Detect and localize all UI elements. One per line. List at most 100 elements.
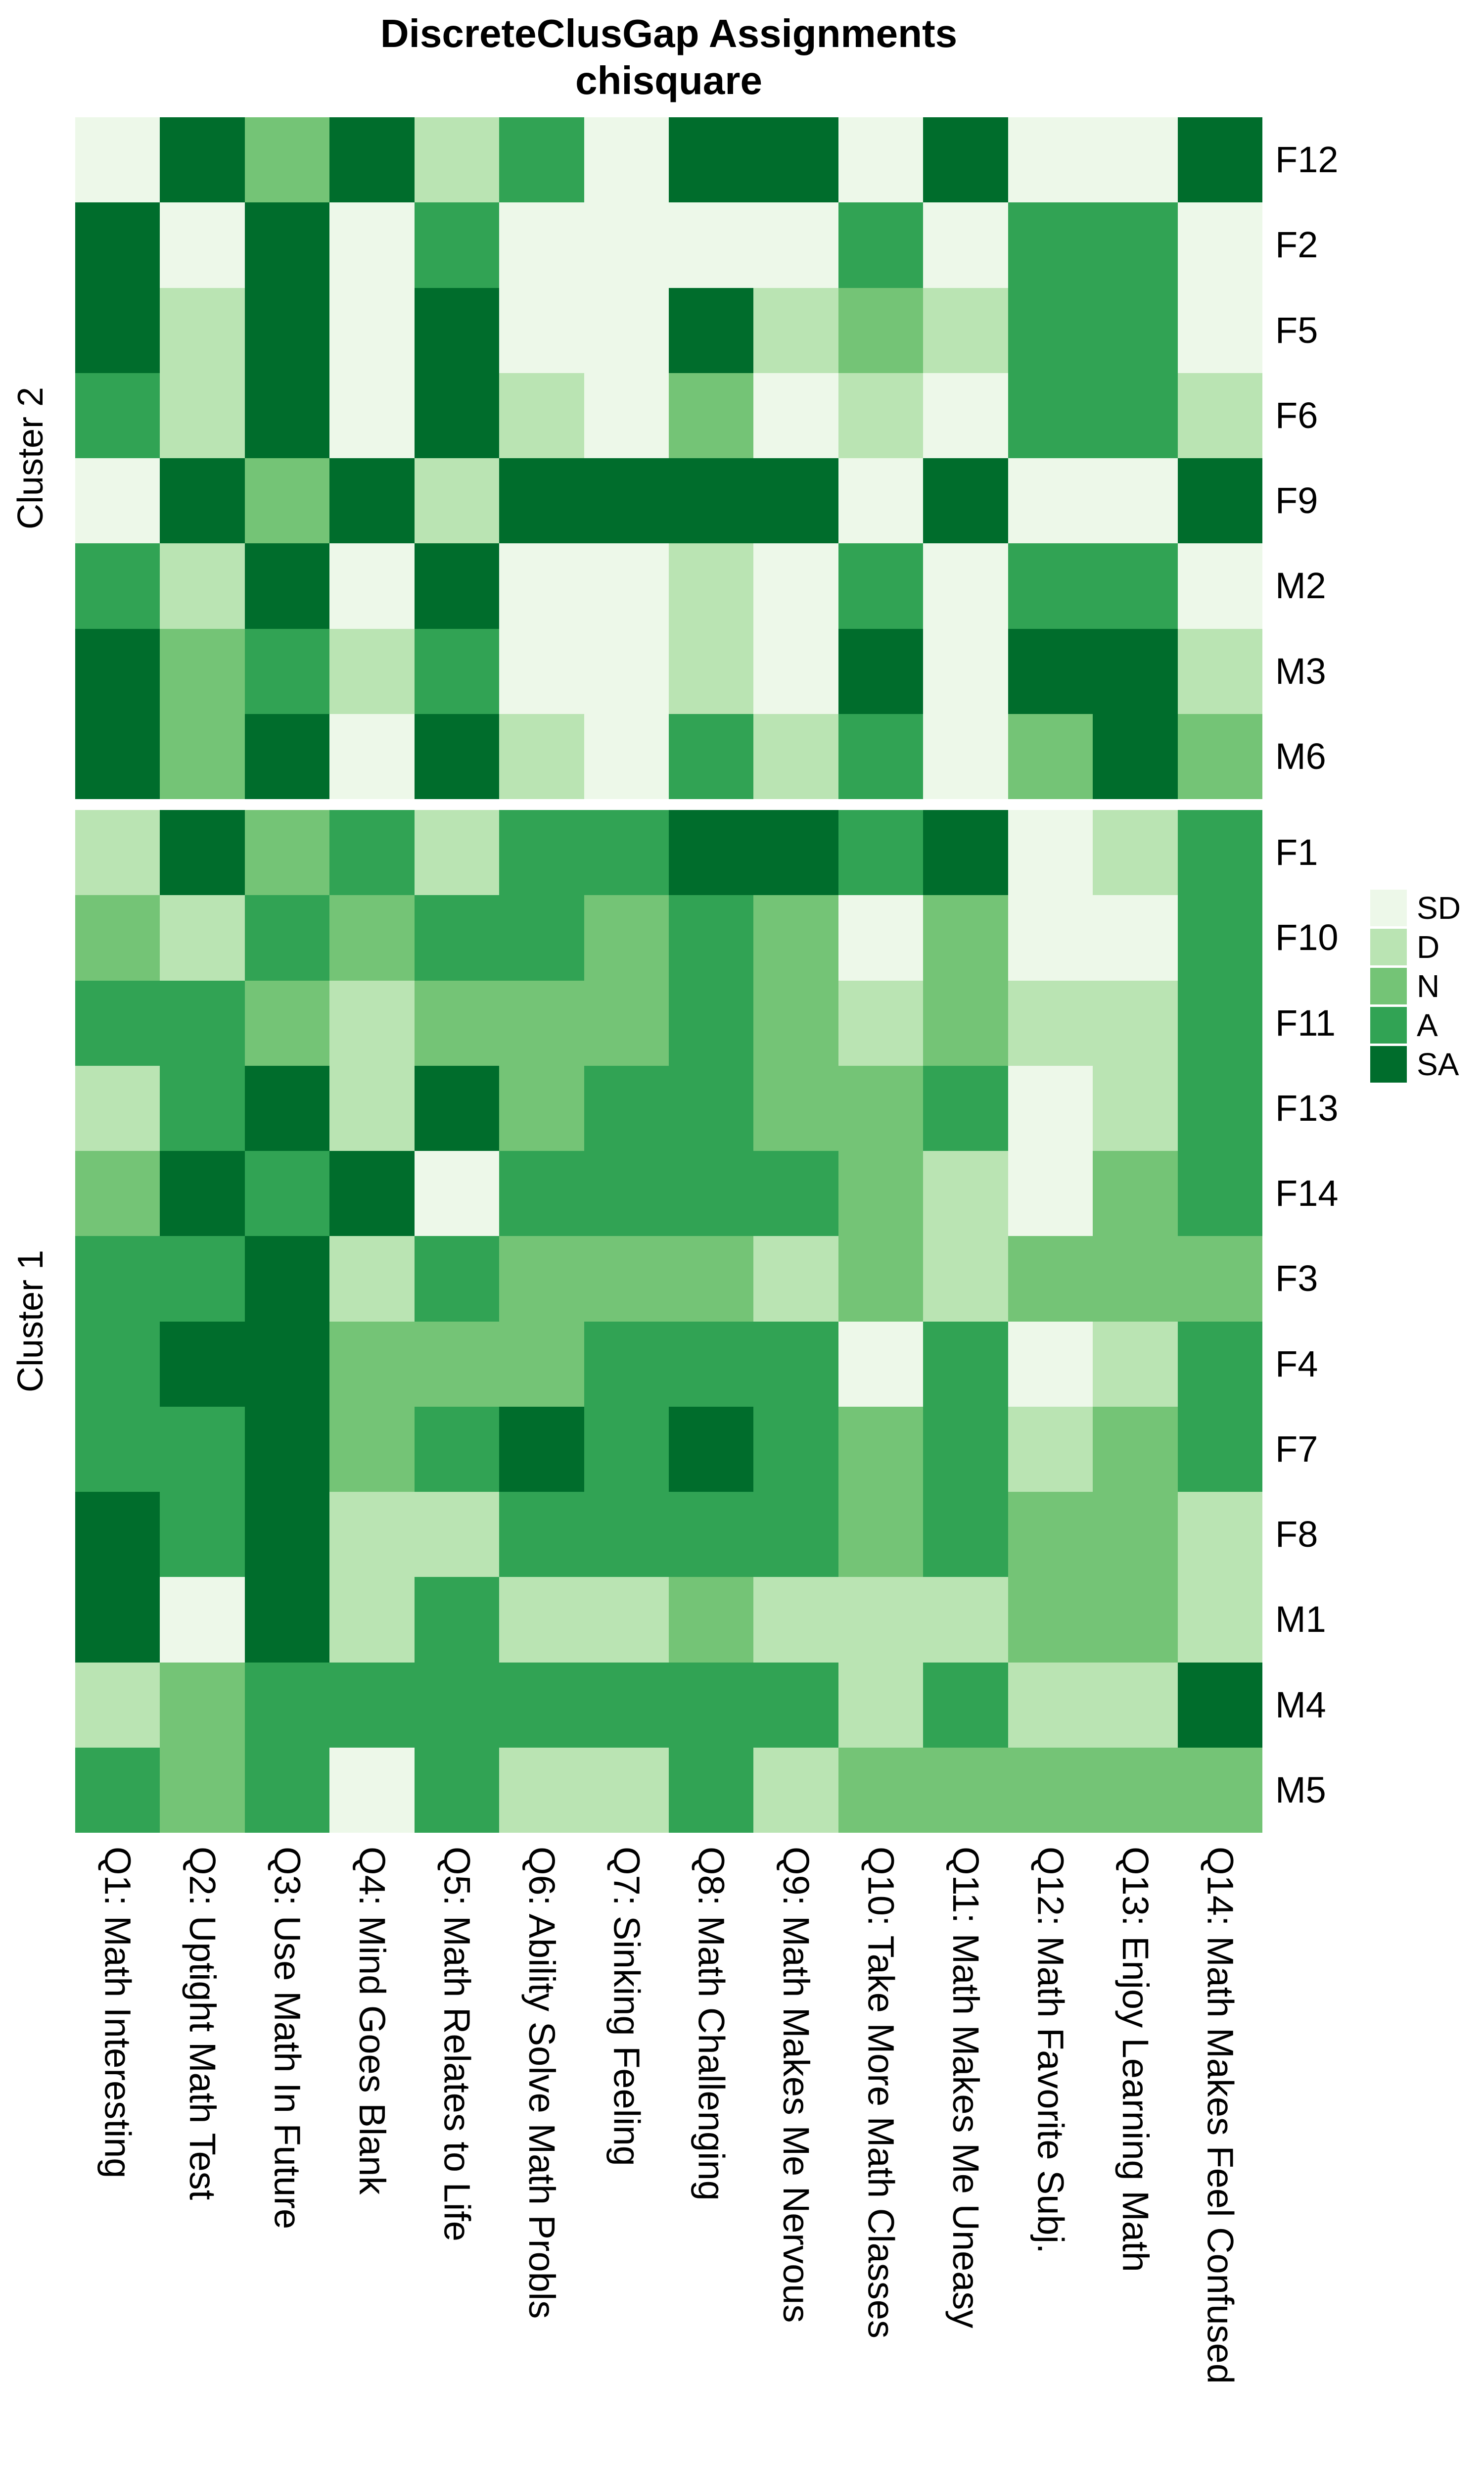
column-label-Q10: Q10: Take More Math Classes <box>860 1847 902 2338</box>
heatmap-cell-M1-Q13 <box>1093 1577 1178 1663</box>
heatmap-cell-M5-Q10 <box>838 1747 924 1833</box>
heatmap-cell-F3-Q2 <box>160 1236 245 1322</box>
heatmap-cell-M4-Q11 <box>923 1662 1008 1748</box>
heatmap-cell-F11-Q1 <box>75 980 160 1066</box>
heatmap-cell-F9-Q14 <box>1177 458 1262 544</box>
heatmap-cell-F6-Q8 <box>669 373 754 458</box>
heatmap-cell-F4-Q7 <box>584 1321 669 1407</box>
heatmap-cell-F1-Q13 <box>1093 810 1178 896</box>
heatmap-cell-M6-Q7 <box>584 714 669 799</box>
heatmap-cell-F8-Q11 <box>923 1492 1008 1577</box>
heatmap-cell-M4-Q1 <box>75 1662 160 1748</box>
heatmap-cell-F9-Q6 <box>499 458 584 544</box>
heatmap-cell-F12-Q4 <box>329 117 415 203</box>
heatmap-cell-F8-Q3 <box>244 1492 330 1577</box>
legend-swatch-D <box>1370 929 1407 965</box>
heatmap-cell-M3-Q11 <box>923 628 1008 714</box>
heatmap-cell-M1-Q8 <box>669 1577 754 1663</box>
heatmap-cell-M6-Q2 <box>160 714 245 799</box>
heatmap-cell-F11-Q13 <box>1093 980 1178 1066</box>
heatmap-cell-F14-Q8 <box>669 1151 754 1237</box>
heatmap-cell-F3-Q13 <box>1093 1236 1178 1322</box>
heatmap-cell-M3-Q7 <box>584 628 669 714</box>
heatmap-cell-F11-Q11 <box>923 980 1008 1066</box>
heatmap-cell-F11-Q9 <box>753 980 838 1066</box>
row-label-F10: F10 <box>1275 917 1339 958</box>
heatmap-cell-F12-Q14 <box>1177 117 1262 203</box>
heatmap-cell-F7-Q12 <box>1008 1406 1093 1492</box>
heatmap-cell-F7-Q10 <box>838 1406 924 1492</box>
column-label-Q3: Q3: Use Math In Future <box>267 1847 308 2230</box>
heatmap-cell-M3-Q9 <box>753 628 838 714</box>
heatmap-cell-F11-Q14 <box>1177 980 1262 1066</box>
heatmap-cell-F9-Q2 <box>160 458 245 544</box>
heatmap-cell-F6-Q1 <box>75 373 160 458</box>
row-label-F3: F3 <box>1275 1258 1318 1299</box>
heatmap-cell-F5-Q13 <box>1093 287 1178 373</box>
heatmap-cell-M1-Q6 <box>499 1577 584 1663</box>
row-label-M3: M3 <box>1275 650 1326 692</box>
heatmap-cell-M2-Q6 <box>499 543 584 629</box>
heatmap-cell-F3-Q12 <box>1008 1236 1093 1322</box>
heatmap-cell-M3-Q5 <box>414 628 500 714</box>
heatmap-cell-F2-Q11 <box>923 202 1008 288</box>
heatmap-cell-F12-Q9 <box>753 117 838 203</box>
heatmap-cell-F5-Q14 <box>1177 287 1262 373</box>
heatmap-cell-F1-Q9 <box>753 810 838 896</box>
heatmap-cell-F13-Q2 <box>160 1065 245 1151</box>
legend-swatch-A <box>1370 1007 1407 1044</box>
column-label-Q7: Q7: Sinking Feeling <box>606 1847 648 2166</box>
heatmap-cell-M1-Q4 <box>329 1577 415 1663</box>
legend-item-N: N <box>1370 968 1439 1004</box>
heatmap-cell-F13-Q14 <box>1177 1065 1262 1151</box>
row-label-F5: F5 <box>1275 309 1318 351</box>
heatmap-cell-F9-Q10 <box>838 458 924 544</box>
heatmap-cell-M5-Q6 <box>499 1747 584 1833</box>
heatmap-cell-F8-Q8 <box>669 1492 754 1577</box>
heatmap-cell-M1-Q1 <box>75 1577 160 1663</box>
heatmap-cell-F14-Q12 <box>1008 1151 1093 1237</box>
heatmap-cell-F7-Q13 <box>1093 1406 1178 1492</box>
heatmap-cell-F7-Q11 <box>923 1406 1008 1492</box>
heatmap-cell-F9-Q9 <box>753 458 838 544</box>
heatmap-cell-M2-Q11 <box>923 543 1008 629</box>
heatmap-cell-F5-Q3 <box>244 287 330 373</box>
row-label-F14: F14 <box>1275 1173 1339 1214</box>
chart-title: DiscreteClusGap Assignments chisquare <box>75 10 1262 104</box>
heatmap-cell-F13-Q6 <box>499 1065 584 1151</box>
heatmap-cell-F8-Q10 <box>838 1492 924 1577</box>
heatmap-cell-F5-Q10 <box>838 287 924 373</box>
heatmap-cell-F2-Q14 <box>1177 202 1262 288</box>
heatmap-cell-F1-Q7 <box>584 810 669 896</box>
heatmap-cell-M4-Q6 <box>499 1662 584 1748</box>
heatmap-cell-F7-Q7 <box>584 1406 669 1492</box>
heatmap-cell-M5-Q2 <box>160 1747 245 1833</box>
row-label-F2: F2 <box>1275 224 1318 266</box>
chart-title-line1: DiscreteClusGap Assignments <box>380 11 958 55</box>
heatmap-cell-F6-Q13 <box>1093 373 1178 458</box>
heatmap-cell-F10-Q10 <box>838 895 924 981</box>
heatmap-cell-F5-Q8 <box>669 287 754 373</box>
heatmap-cell-F11-Q5 <box>414 980 500 1066</box>
heatmap-cell-F4-Q14 <box>1177 1321 1262 1407</box>
row-label-F6: F6 <box>1275 394 1318 436</box>
legend-item-D: D <box>1370 929 1439 965</box>
heatmap-cell-M6-Q10 <box>838 714 924 799</box>
heatmap-cell-M5-Q3 <box>244 1747 330 1833</box>
heatmap-cell-F13-Q5 <box>414 1065 500 1151</box>
heatmap-cell-F9-Q3 <box>244 458 330 544</box>
heatmap-cell-F1-Q6 <box>499 810 584 896</box>
heatmap-cell-F14-Q13 <box>1093 1151 1178 1237</box>
heatmap-cell-F10-Q12 <box>1008 895 1093 981</box>
heatmap-cell-F10-Q6 <box>499 895 584 981</box>
legend-item-SD: SD <box>1370 890 1461 926</box>
heatmap-cell-F3-Q1 <box>75 1236 160 1322</box>
heatmap-cell-M6-Q8 <box>669 714 754 799</box>
heatmap-cell-F5-Q1 <box>75 287 160 373</box>
heatmap-cell-F4-Q8 <box>669 1321 754 1407</box>
heatmap-cell-F12-Q1 <box>75 117 160 203</box>
heatmap-cell-F3-Q11 <box>923 1236 1008 1322</box>
heatmap-cell-M5-Q4 <box>329 1747 415 1833</box>
heatmap-cell-F14-Q2 <box>160 1151 245 1237</box>
chart-title-line2: chisquare <box>575 58 762 102</box>
